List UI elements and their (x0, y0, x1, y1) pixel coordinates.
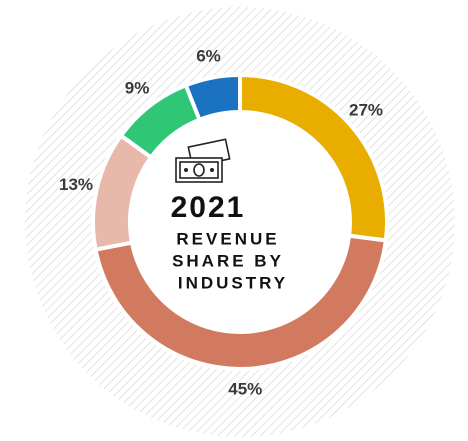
value-label: 27% (349, 100, 383, 119)
value-label: 9% (125, 79, 150, 98)
title: 2021 (171, 191, 246, 224)
money-icon (175, 138, 231, 183)
value-label: 45% (228, 379, 262, 398)
subtitle-line: REVENUE (176, 229, 279, 248)
donut-segment (93, 233, 388, 371)
subtitle-line: SHARE BY (172, 251, 284, 270)
subtitle-line: INDUSTRY (178, 273, 288, 292)
value-label: 13% (59, 175, 93, 194)
value-label: 6% (196, 46, 221, 65)
segments (91, 73, 389, 371)
